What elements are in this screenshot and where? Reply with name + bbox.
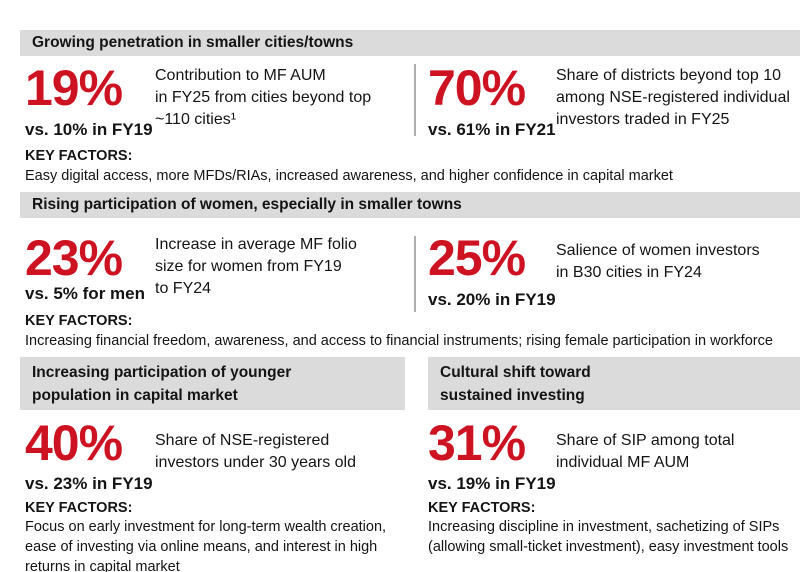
stat-value-women-b30: 25% [428,230,526,286]
key-factors-text-women: Increasing financial freedom, awareness,… [25,333,773,349]
description-line: in FY25 from cities beyond top [155,89,372,106]
section-header-text: Growing penetration in smaller cities/to… [32,34,354,51]
section-header-text: population in capital market [32,387,238,404]
stat-description-sip-share: Share of SIP among total individual MF A… [556,430,734,474]
stat-value-folio-women: 23% [25,230,123,286]
description-line: Increase in average MF folio [155,236,357,253]
stat-comparison-folio-women: vs. 5% for men [25,284,145,303]
description-line: Salience of women investors [556,242,760,259]
section-header-penetration: Growing penetration in smaller cities/to… [20,30,800,56]
key-factors-text-younger: Focus on early investment for long-term … [25,519,387,572]
section-header-text: Cultural shift toward [440,364,591,381]
stat-comparison-women-b30: vs. 20% in FY19 [428,290,556,309]
stat-value-under-30: 40% [25,415,123,471]
description-line: size for women from FY19 [155,258,342,275]
description-line: to FY24 [155,280,212,297]
stat-value-sip-share: 31% [428,415,526,471]
stat-value-districts: 70% [428,60,526,116]
stat-description-mf-aum-cities: Contribution to MF AUM in FY25 from citi… [155,65,371,131]
description-line: in B30 cities in FY24 [556,264,702,281]
description-line: individual MF AUM [556,454,690,471]
description-line: Share of NSE-registered [155,432,330,449]
stat-comparison-mf-aum-cities: vs. 10% in FY19 [25,120,153,139]
stat-description-under-30: Share of NSE-registered investors under … [155,430,356,474]
section-header-younger: Increasing participation of younger popu… [20,357,405,410]
description-line: investors under 30 years old [155,454,356,471]
vertical-divider [414,64,416,136]
stat-comparison-under-30: vs. 23% in FY19 [25,474,153,493]
stat-comparison-sip-share: vs. 19% in FY19 [428,474,556,493]
stat-description-women-b30: Salience of women investors in B30 citie… [556,240,760,284]
vertical-divider [414,236,416,312]
stat-comparison-districts: vs. 61% in FY21 [428,120,556,139]
section-header-text: Increasing participation of younger [32,364,292,381]
description-line: Share of SIP among total [556,432,735,449]
stat-description-districts: Share of districts beyond top 10 among N… [556,65,790,131]
key-factors-label-women: KEY FACTORS: [25,313,133,329]
description-line: Contribution to MF AUM [155,67,326,84]
section-header-women: Rising participation of women, especiall… [20,192,800,218]
section-header-sip: Cultural shift toward sustained investin… [428,357,800,410]
description-line: Share of districts beyond top 10 [556,67,782,84]
stat-value-mf-aum-cities: 19% [25,60,123,116]
key-factors-label-penetration: KEY FACTORS: [25,148,133,164]
key-factors-label-sip: KEY FACTORS: [428,500,536,516]
description-line: investors traded in FY25 [556,111,730,128]
key-factors-label-younger: KEY FACTORS: [25,500,133,516]
key-factors-text-penetration: Easy digital access, more MFDs/RIAs, inc… [25,168,673,184]
description-line: ~110 cities¹ [155,111,237,128]
section-header-text: sustained investing [440,387,585,404]
key-factors-text-sip: Increasing discipline in investment, sac… [428,519,789,555]
section-header-text: Rising participation of women, especiall… [32,196,462,213]
stat-description-folio-women: Increase in average MF folio size for wo… [155,234,357,300]
description-line: among NSE-registered individual [556,89,790,106]
